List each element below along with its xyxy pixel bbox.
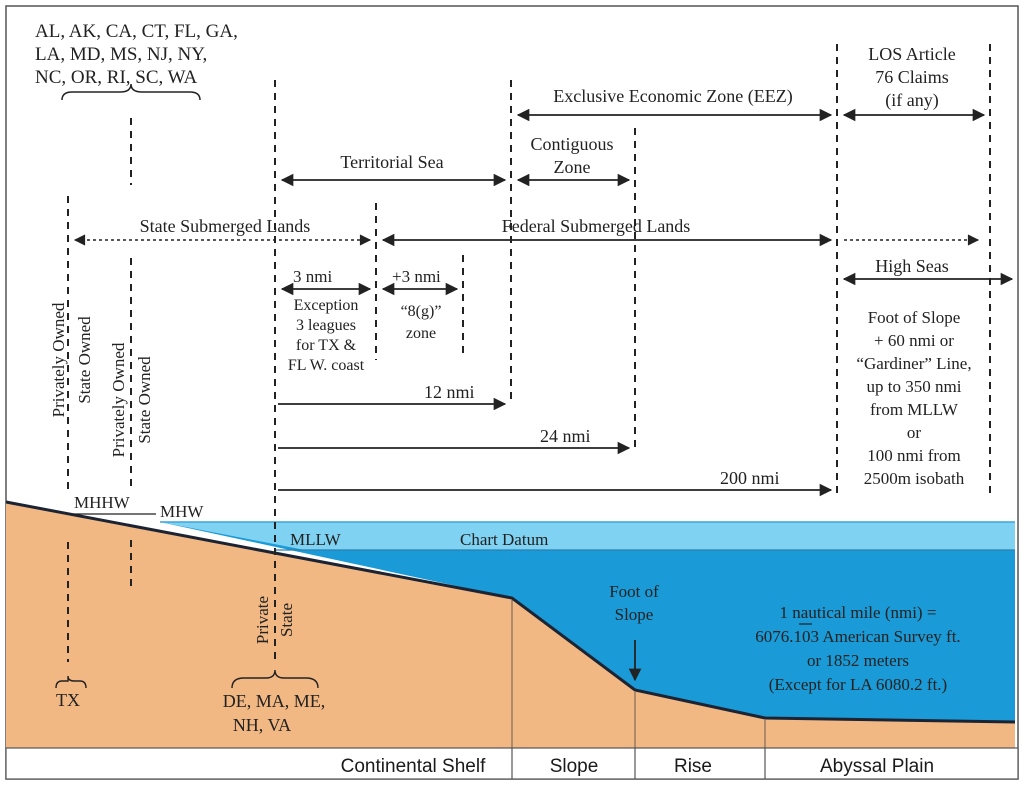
plus-three-nmi-label: +3 nmi: [392, 267, 441, 286]
state-list-line-2: LA, MD, MS, NJ, NY,: [35, 44, 207, 65]
eight-g-line-2: zone: [406, 325, 436, 342]
nmi-note-line-2: 6076.103 American Survey ft.: [755, 627, 960, 646]
contiguous-label-line-2: Zone: [554, 157, 591, 177]
region-rise: Rise: [674, 756, 712, 777]
exception-line-4: FL W. coast: [288, 357, 365, 374]
foot-note-line-2: + 60 nmi or: [874, 331, 954, 350]
ownership-col2-private: Privately Owned: [109, 342, 128, 457]
state-list-line-1: AL, AK, CA, CT, FL, GA,: [35, 21, 238, 42]
foot-note-line-3: “Gardiner” Line,: [856, 354, 971, 373]
eight-g-line-1: “8(g)”: [401, 303, 442, 320]
eez-label: Exclusive Economic Zone (EEZ): [553, 86, 792, 107]
chart-datum-label: Chart Datum: [460, 530, 548, 549]
ownership-col2-state: State Owned: [135, 356, 154, 444]
region-slope: Slope: [550, 756, 599, 777]
ownership-col1-state: State Owned: [75, 316, 94, 404]
chart-datum-band: [160, 522, 1015, 550]
foot-of-slope-label-line-2: Slope: [615, 605, 654, 624]
foot-of-slope-label-line-1: Foot of: [609, 582, 659, 601]
seabed-land: [6, 502, 1015, 748]
two-hundred-nmi-label: 200 nmi: [720, 468, 780, 488]
foot-note-line-7: 100 nmi from: [867, 446, 961, 465]
foot-note-line-5: from MLLW: [870, 400, 959, 419]
state-list-brace: [61, 83, 201, 101]
contiguous-label-line-1: Contiguous: [530, 134, 613, 154]
nmi-note-line-1: 1 nautical mile (nmi) =: [780, 603, 937, 622]
high-seas-label: High Seas: [875, 256, 949, 276]
tx-brace: [55, 675, 87, 689]
territorial-sea-label: Territorial Sea: [340, 152, 443, 172]
twentyfour-nmi-label: 24 nmi: [540, 426, 591, 446]
northeast-brace: [231, 669, 319, 689]
nmi-note-line-3: or 1852 meters: [807, 651, 909, 670]
nmi-note-line-4: (Except for LA 6080.2 ft.): [769, 675, 947, 694]
region-continental-shelf: Continental Shelf: [341, 756, 486, 777]
three-nmi-label: 3 nmi: [293, 267, 332, 286]
foot-note-line-4: up to 350 nmi: [867, 377, 962, 396]
ocean-water: [160, 522, 1015, 722]
ownership-private: Private: [253, 596, 272, 644]
state-submerged-label: State Submerged Lands: [140, 216, 311, 236]
los-label-line-1: LOS Article: [868, 44, 956, 64]
foot-note-line-8: 2500m isobath: [864, 469, 965, 488]
mhw-label: MHW: [160, 502, 204, 521]
los-label-line-3: (if any): [885, 90, 938, 111]
tx-label: TX: [56, 690, 80, 710]
seabed-profile-line: [5, 500, 1016, 724]
exception-line-3: for TX &: [296, 337, 357, 354]
federal-submerged-label: Federal Submerged Lands: [502, 216, 691, 236]
foot-note-line-1: Foot of Slope: [868, 308, 961, 327]
twelve-nmi-label: 12 nmi: [424, 382, 475, 402]
northeast-line-1: DE, MA, ME,: [223, 691, 326, 711]
mhhw-label: MHHW: [74, 493, 131, 512]
foot-note-line-6: or: [907, 423, 922, 442]
northeast-line-2: NH, VA: [233, 715, 291, 735]
region-abyssal-plain: Abyssal Plain: [820, 756, 934, 777]
ownership-state: State: [277, 603, 296, 637]
state-list-line-3: NC, OR, RI, SC, WA: [35, 67, 198, 88]
exception-line-2: 3 leagues: [296, 317, 356, 334]
exception-line-1: Exception: [294, 297, 359, 314]
mllw-label: MLLW: [290, 530, 342, 549]
ownership-col1-private: Privately Owned: [49, 302, 68, 417]
los-label-line-2: 76 Claims: [875, 67, 949, 87]
